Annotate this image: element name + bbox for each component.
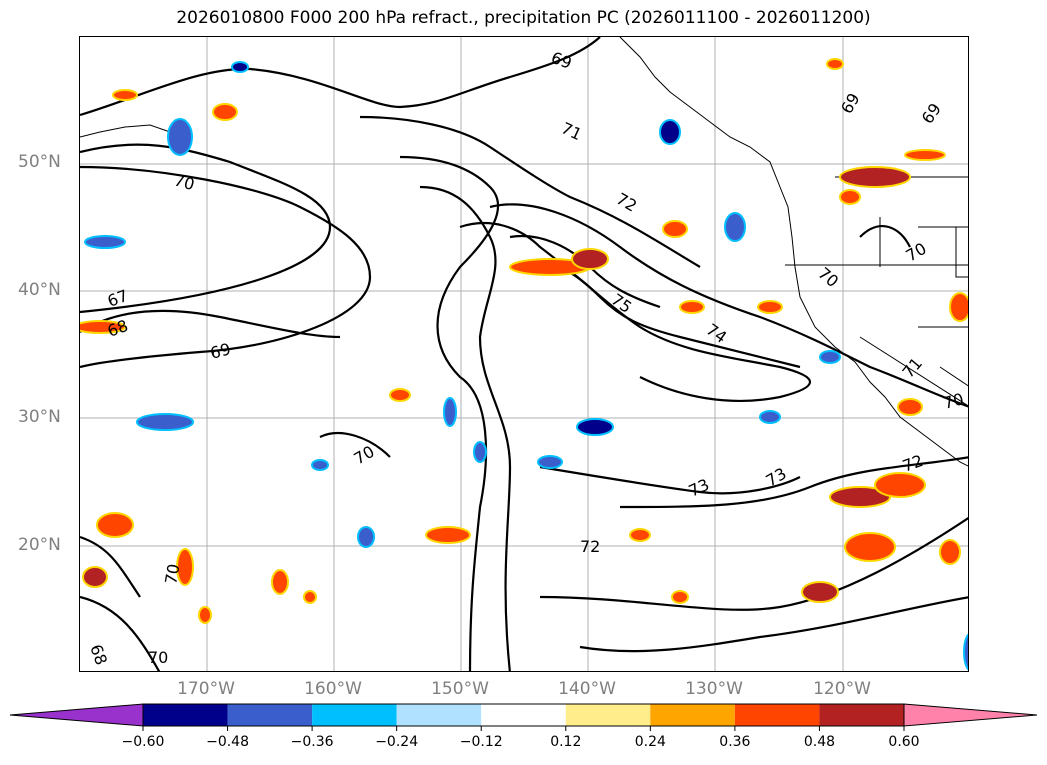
- colorbar-tick-label: −0.36: [291, 734, 334, 750]
- colorbar-segment: [650, 704, 735, 726]
- contour-label: 71: [899, 354, 927, 382]
- lon-label-130w: 130°W: [685, 679, 743, 699]
- contour-label: 71: [558, 118, 584, 144]
- refractivity-contours: [80, 37, 968, 671]
- colorbar-tick-label: −0.12: [460, 734, 503, 750]
- contour-label: 69: [549, 48, 575, 73]
- lon-label-140w: 140°W: [558, 679, 616, 699]
- lon-label-160w: 160°W: [304, 679, 362, 699]
- colorbar-extend-max: [903, 703, 1038, 727]
- colorbar-tick-label: −0.24: [375, 734, 418, 750]
- contour-label: 70: [148, 648, 168, 667]
- colorbar-segment: [396, 704, 482, 726]
- contour-label: 69: [208, 339, 233, 363]
- positive-anomaly-patches: [80, 58, 968, 624]
- contour-label: 72: [900, 451, 926, 476]
- lat-label-20n: 20°N: [18, 535, 61, 555]
- colorbar-segment: [312, 704, 397, 726]
- contour-label: 72: [613, 189, 640, 216]
- lon-label-150w: 150°W: [431, 679, 489, 699]
- map-canvas: 69 71 72 75 74 70 69 70 67 68 69 70 73 7…: [80, 37, 968, 671]
- contour-label: 70: [172, 171, 197, 195]
- map-title: 2026010800 F000 200 hPa refract., precip…: [176, 8, 871, 28]
- contour-label: 69: [918, 100, 945, 128]
- colorbar-segment: [734, 704, 820, 726]
- colorbar-tick-label: −0.48: [206, 734, 249, 750]
- contour-label: 75: [608, 290, 636, 317]
- colorbar-segment: [227, 704, 313, 726]
- contour-label: 73: [686, 475, 712, 501]
- colorbar-segments: [9, 703, 1038, 727]
- colorbar-segment: [819, 704, 904, 726]
- contour-label: 70: [814, 264, 842, 292]
- colorbar-tick-label: 0.24: [635, 734, 666, 750]
- coastlines: [80, 37, 968, 467]
- colorbar: −0.60 −0.48 −0.36 −0.24 −0.12 0.12 0.24 0.36 0.4…: [0, 700, 1047, 760]
- negative-anomaly-patches: [84, 61, 968, 671]
- contour-label: 69: [837, 90, 864, 117]
- colorbar-tick-label: 0.36: [719, 734, 750, 750]
- colorbar-tick-label: 0.48: [804, 734, 835, 750]
- lat-label-40n: 40°N: [18, 280, 61, 300]
- contour-label: 73: [763, 464, 790, 491]
- contour-label: 70: [941, 389, 966, 413]
- colorbar-segment: [143, 704, 228, 726]
- lat-label-30n: 30°N: [18, 407, 61, 427]
- colorbar-extend-min: [9, 703, 144, 727]
- contour-label: 70: [161, 562, 183, 585]
- colorbar-svg: −0.60 −0.48 −0.36 −0.24 −0.12 0.12 0.24 0.36 0.4…: [9, 703, 1038, 750]
- lon-label-120w: 120°W: [813, 679, 871, 699]
- contour-label: 70: [351, 442, 378, 469]
- lat-label-50n: 50°N: [18, 152, 61, 172]
- map-panel[interactable]: 69 71 72 75 74 70 69 70 67 68 69 70 73 7…: [79, 36, 969, 672]
- colorbar-segment: [565, 704, 651, 726]
- colorbar-segment: [481, 704, 566, 726]
- lon-label-170w: 170°W: [177, 679, 235, 699]
- colorbar-tick-label: 0.60: [888, 734, 919, 750]
- contour-label: 72: [580, 537, 600, 556]
- colorbar-tick-label: −0.60: [122, 734, 165, 750]
- contour-label: 68: [86, 642, 111, 668]
- colorbar-tick-label: 0.12: [550, 734, 581, 750]
- colorbar-ticks: −0.60 −0.48 −0.36 −0.24 −0.12 0.12 0.24 0.36 0.4…: [122, 726, 920, 750]
- colorbar-outline: [142, 703, 905, 727]
